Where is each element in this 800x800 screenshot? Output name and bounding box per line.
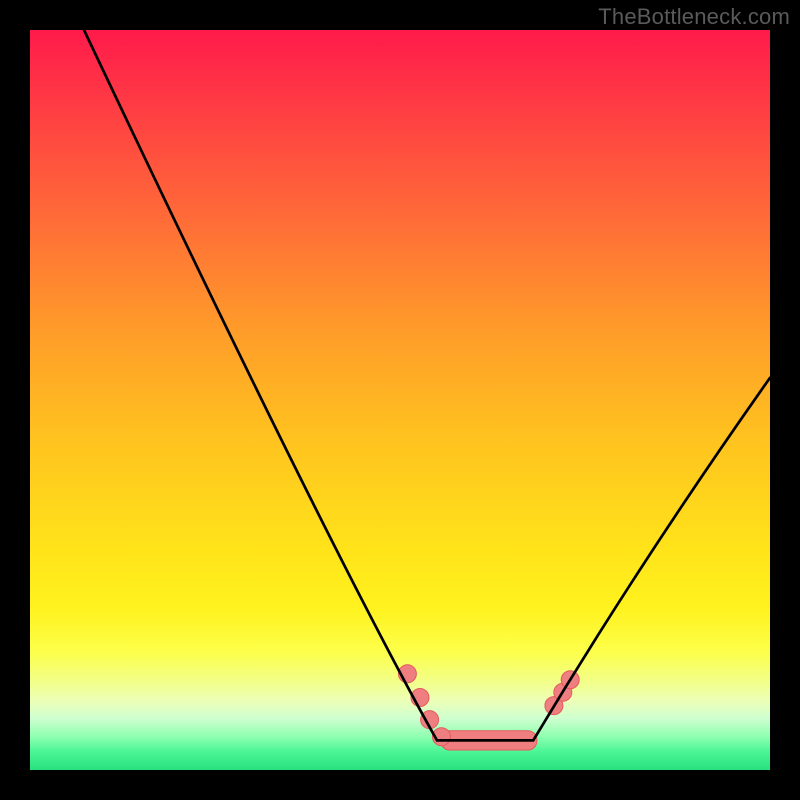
plot-area bbox=[30, 30, 770, 770]
chart-svg bbox=[0, 0, 800, 800]
chart-stage: TheBottleneck.com bbox=[0, 0, 800, 800]
watermark-text: TheBottleneck.com bbox=[598, 4, 790, 30]
